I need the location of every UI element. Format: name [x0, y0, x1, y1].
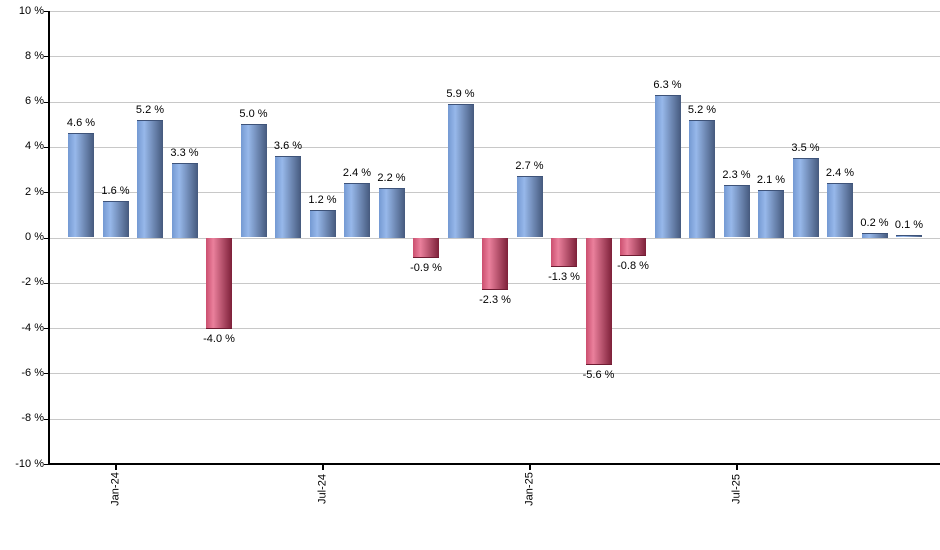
x-axis-tick-label: Jul-24: [316, 474, 328, 504]
bar-Jan-25: [517, 176, 543, 237]
gridline: [49, 102, 940, 103]
x-axis-line: [48, 463, 940, 465]
gridline: [49, 192, 940, 193]
bar-Jun-24: [275, 156, 301, 238]
bar-value-label: -5.6 %: [582, 369, 615, 381]
bar-Mar-25: [586, 238, 612, 365]
y-axis-tick: [44, 238, 49, 239]
gridline: [49, 328, 940, 329]
x-axis-tick: [115, 464, 117, 470]
y-axis-tick-label: 2 %: [25, 186, 44, 198]
y-axis-tick-label: 0 %: [25, 231, 44, 243]
bar-Jul-25: [724, 185, 750, 237]
bar-value-label: 2.4 %: [342, 167, 372, 179]
bar-value-label: -4.0 %: [203, 333, 235, 345]
y-axis-tick-label: -10 %: [15, 458, 44, 470]
bar-value-label: 0.2 %: [860, 217, 889, 229]
x-axis-tick-label: Jul-25: [730, 474, 742, 504]
bar-value-label: 6.3 %: [653, 79, 682, 91]
y-axis-tick-label: 10 %: [18, 5, 44, 17]
y-axis-tick: [44, 11, 49, 12]
y-axis-tick: [44, 147, 49, 148]
bar-Sep-25: [793, 158, 819, 237]
bar-Jul-24: [310, 210, 336, 237]
y-axis-tick: [44, 328, 49, 329]
bar-value-label: 2.1 %: [756, 174, 786, 186]
x-axis-tick-label: Jan-24: [109, 472, 121, 506]
bar-value-label: 4.6 %: [66, 117, 96, 129]
y-axis-tick-label: 6 %: [25, 95, 44, 107]
y-axis-tick-label: -8 %: [21, 412, 44, 424]
x-axis-tick: [736, 464, 738, 470]
gridline: [49, 373, 940, 374]
y-axis-tick-label: -4 %: [21, 322, 44, 334]
gridline: [49, 147, 940, 148]
y-axis-tick: [44, 102, 49, 103]
bar-Sep-24: [379, 188, 405, 238]
bar-value-label: 2.7 %: [515, 160, 544, 172]
x-axis-tick: [322, 464, 324, 470]
bar-value-label: 5.0 %: [239, 108, 268, 120]
y-axis-tick-label: -2 %: [21, 276, 44, 288]
bar-value-label: -2.3 %: [479, 294, 511, 306]
bar-Jun-25: [689, 120, 715, 238]
bar-Dec-24: [482, 238, 508, 290]
x-axis-tick-label: Jan-25: [523, 472, 535, 506]
bar-May-25: [655, 95, 681, 238]
bar-Apr-24: [206, 238, 232, 329]
bar-value-label: 2.4 %: [825, 167, 855, 179]
bar-value-label: 2.3 %: [722, 169, 751, 181]
y-axis-tick: [44, 464, 49, 465]
y-axis-line: [48, 11, 50, 465]
bar-Aug-25: [758, 190, 784, 238]
bar-Oct-24: [413, 238, 439, 258]
bar-value-label: 3.6 %: [273, 140, 303, 152]
bar-May-24: [241, 124, 267, 237]
bar-value-label: 3.5 %: [791, 142, 820, 154]
y-axis-tick-label: -6 %: [21, 367, 44, 379]
bar-Nov-24: [448, 104, 474, 238]
bar-value-label: -1.3 %: [548, 271, 580, 283]
bar-Aug-24: [344, 183, 370, 237]
y-axis-tick-label: 8 %: [25, 50, 44, 62]
gridline: [49, 419, 940, 420]
gridline: [49, 56, 940, 57]
y-axis-tick: [44, 419, 49, 420]
bar-Dec-23: [68, 133, 94, 237]
bar-value-label: 5.2 %: [687, 104, 717, 116]
bar-value-label: 0.1 %: [894, 219, 924, 231]
y-axis-tick: [44, 373, 49, 374]
bar-Mar-24: [172, 163, 198, 238]
bar-Feb-24: [137, 120, 163, 238]
bar-value-label: 2.2 %: [377, 172, 406, 184]
bar-value-label: -0.9 %: [410, 262, 442, 274]
y-axis-tick: [44, 283, 49, 284]
y-axis-tick-label: 4 %: [25, 140, 44, 152]
bar-value-label: 1.6 %: [101, 185, 130, 197]
gridline: [49, 11, 940, 12]
y-axis-tick: [44, 56, 49, 57]
bar-Jan-24: [103, 201, 129, 237]
bar-value-label: 5.9 %: [446, 88, 475, 100]
bar-value-label: 3.3 %: [170, 147, 199, 159]
x-axis-tick: [529, 464, 531, 470]
y-axis-tick: [44, 192, 49, 193]
bar-value-label: 5.2 %: [135, 104, 165, 116]
bar-Nov-25: [862, 233, 888, 238]
bar-Dec-25: [896, 235, 922, 237]
bar-value-label: -0.8 %: [617, 260, 649, 272]
bar-Oct-25: [827, 183, 853, 237]
bar-Apr-25: [620, 238, 646, 256]
bar-value-label: 1.2 %: [308, 194, 337, 206]
bar-Feb-25: [551, 238, 577, 267]
